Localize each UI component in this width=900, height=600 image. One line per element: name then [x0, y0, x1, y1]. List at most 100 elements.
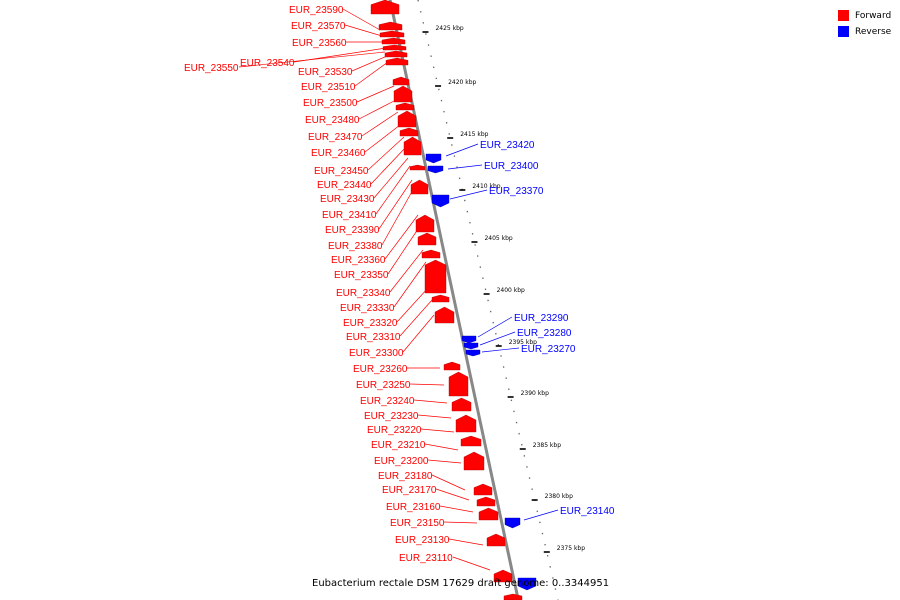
gene-leader-line — [367, 136, 405, 171]
forward-gene-arrow — [379, 30, 405, 38]
gene-leader-line — [384, 214, 419, 260]
gene-leader-line — [358, 99, 397, 120]
reverse-swatch — [838, 26, 849, 37]
gene-leader-line — [351, 55, 388, 72]
forward-gene-arrow — [478, 507, 499, 521]
forward-gene-arrow — [417, 232, 437, 246]
gene-leader-line — [435, 488, 470, 501]
gene-label-forward: EUR_23260 — [353, 364, 408, 375]
gene-label-forward: EUR_23200 — [374, 456, 429, 467]
gene-leader-line — [381, 187, 415, 246]
gene-leader-line — [373, 157, 409, 199]
gene-leader-line — [344, 24, 383, 37]
gene-label-reverse: EUR_23140 — [560, 506, 615, 517]
gene-label-forward: EUR_23250 — [356, 380, 411, 391]
scale-label: 2400 kbp — [497, 287, 525, 294]
gene-label-reverse: EUR_23420 — [480, 140, 535, 151]
legend: Forward Reverse — [838, 8, 891, 40]
gene-label-forward: EUR_23530 — [298, 67, 353, 78]
gene-label-forward: EUR_23480 — [305, 115, 360, 126]
gene-leader-line — [424, 443, 459, 451]
gene-label-forward: EUR_23560 — [292, 38, 347, 49]
reverse-gene-arrow — [427, 165, 444, 174]
scale-label: 2375 kbp — [557, 545, 585, 552]
gene-label-forward: EUR_23360 — [331, 255, 386, 266]
legend-label-forward: Forward — [855, 10, 892, 21]
scale-label: 2415 kbp — [460, 131, 488, 138]
reverse-gene-arrow — [425, 153, 442, 164]
legend-label-reverse: Reverse — [855, 26, 892, 37]
forward-gene-arrow — [395, 102, 415, 111]
forward-gene-arrow — [486, 533, 506, 547]
forward-gene-arrow — [397, 110, 417, 128]
gene-label-forward: EUR_23350 — [334, 270, 389, 281]
gene-label-forward: EUR_23390 — [325, 225, 380, 236]
gene-leader-line — [364, 124, 401, 153]
gene-leader-line — [361, 111, 399, 137]
forward-gene-arrow — [424, 259, 447, 294]
scale-label: 2395 kbp — [509, 339, 537, 346]
forward-gene-arrow — [434, 306, 455, 324]
genome-caption: Eubacterium rectale DSM 17629 draft geno… — [312, 578, 610, 589]
gene-leader-line — [370, 146, 407, 185]
gene-label-forward: EUR_23320 — [343, 318, 398, 329]
scale-label: 2390 kbp — [521, 390, 549, 397]
reverse-gene-arrow — [465, 349, 481, 357]
forward-gene-arrow — [403, 136, 422, 156]
gene-leader-line — [452, 556, 491, 571]
legend-item-reverse: Reverse — [838, 24, 891, 39]
legend-item-forward: Forward — [838, 8, 891, 23]
forward-gene-arrow — [455, 414, 477, 433]
forward-gene-arrow — [415, 214, 435, 233]
gene-label-forward: EUR_23460 — [311, 148, 366, 159]
gene-leader-line — [445, 143, 479, 157]
gene-leader-line — [481, 347, 520, 353]
forward-gene-arrow — [384, 50, 408, 58]
forward-gene-arrow — [393, 85, 413, 103]
reverse-gene-arrow — [463, 342, 479, 350]
gene-label-forward: EUR_23570 — [291, 21, 346, 32]
gene-leader-line — [378, 179, 413, 230]
gene-label-forward: EUR_23160 — [386, 502, 441, 513]
reverse-gene-arrow — [431, 194, 450, 208]
gene-leader-line — [402, 314, 435, 353]
gene-leader-line — [375, 165, 411, 215]
gene-label-forward: EUR_23550 — [184, 63, 239, 74]
gene-leader-line — [420, 428, 455, 433]
gene-label-forward: EUR_23380 — [328, 241, 383, 252]
gene-label-forward: EUR_23470 — [308, 132, 363, 143]
gene-leader-line — [448, 538, 484, 546]
gene-leader-line — [479, 331, 516, 346]
gene-label-forward: EUR_23440 — [317, 180, 372, 191]
gene-label-forward: EUR_23330 — [340, 303, 395, 314]
forward-gene-arrow — [378, 21, 403, 31]
gene-label-forward: EUR_23340 — [336, 288, 391, 299]
gene-label-reverse: EUR_23270 — [521, 344, 576, 355]
gene-label-forward: EUR_23110 — [399, 553, 453, 564]
forward-gene-arrow — [409, 164, 426, 171]
gene-label-forward: EUR_23170 — [382, 485, 437, 496]
forward-gene-arrow — [385, 57, 409, 66]
gene-leader-line — [417, 414, 452, 419]
gene-label-reverse: EUR_23290 — [514, 313, 569, 324]
forward-swatch — [838, 10, 849, 21]
scale-label: 2425 kbp — [435, 25, 463, 32]
forward-gene-arrow — [381, 37, 406, 45]
forward-gene-arrow — [399, 127, 419, 137]
gene-leader-line — [409, 383, 445, 386]
gene-leader-line — [396, 287, 429, 323]
gene-label-forward: EUR_23240 — [360, 396, 415, 407]
forward-gene-arrow — [431, 294, 450, 303]
gene-leader-line — [389, 249, 424, 293]
gene-leader-line — [393, 261, 427, 308]
scale-label: 2385 kbp — [533, 442, 561, 449]
gene-label-forward: EUR_23510 — [301, 82, 356, 93]
gene-label-forward: EUR_23300 — [349, 348, 404, 359]
forward-gene-arrow — [460, 435, 482, 447]
gene-leader-line — [523, 509, 559, 521]
gene-leader-line — [293, 47, 387, 63]
forward-gene-arrow — [476, 496, 496, 507]
forward-gene-arrow — [370, 0, 400, 15]
reverse-gene-arrow — [461, 335, 477, 344]
gene-leader-line — [477, 316, 513, 338]
